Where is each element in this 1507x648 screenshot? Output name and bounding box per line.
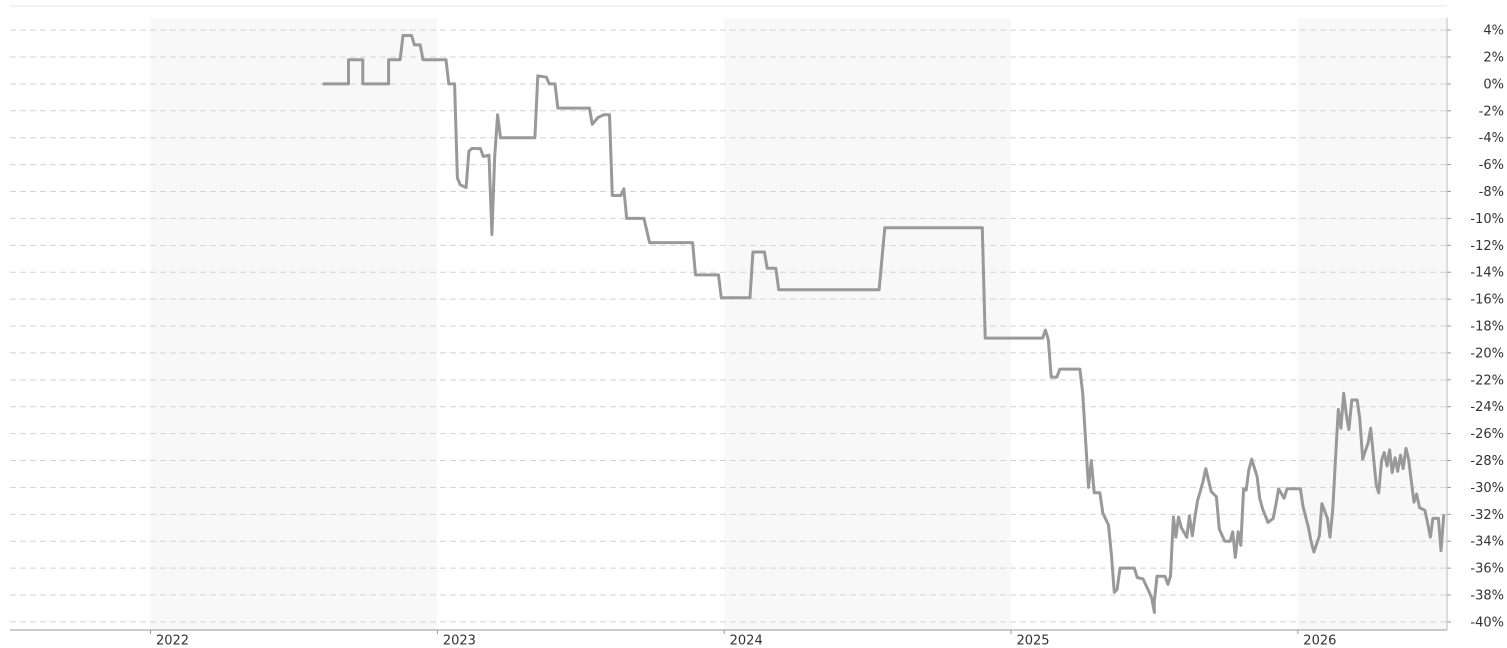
- y-tick-label: -18%: [1470, 320, 1504, 335]
- year-band: [1297, 18, 1447, 630]
- y-tick-label: -22%: [1470, 373, 1504, 388]
- year-band: [724, 18, 1012, 630]
- year-band: [150, 18, 438, 630]
- y-tick-label: -10%: [1470, 212, 1504, 227]
- y-tick-label: -20%: [1470, 346, 1504, 361]
- y-tick-label: -4%: [1479, 131, 1504, 146]
- y-tick-label: 2%: [1483, 51, 1504, 66]
- y-tick-label: -38%: [1470, 589, 1504, 604]
- y-tick-label: -34%: [1470, 535, 1504, 550]
- y-tick-label: -24%: [1470, 400, 1504, 415]
- y-tick-label: 0%: [1483, 77, 1504, 92]
- y-tick-label: -14%: [1470, 266, 1504, 281]
- x-tick-label: 2025: [1016, 634, 1049, 648]
- y-tick-label: -40%: [1470, 615, 1504, 630]
- x-tick-label: 2022: [156, 634, 189, 648]
- x-tick-label: 2026: [1303, 634, 1336, 648]
- y-tick-label: -16%: [1470, 293, 1504, 308]
- y-tick-label: -6%: [1479, 158, 1504, 173]
- x-tick-label: 2024: [730, 634, 763, 648]
- y-tick-label: -26%: [1470, 427, 1504, 442]
- y-tick-label: -30%: [1470, 481, 1504, 496]
- y-tick-label: -36%: [1470, 562, 1504, 577]
- y-tick-label: 4%: [1483, 24, 1504, 39]
- y-tick-label: -32%: [1470, 508, 1504, 523]
- y-tick-label: -8%: [1479, 185, 1504, 200]
- data-line: [322, 34, 1446, 614]
- y-tick-label: -28%: [1470, 454, 1504, 469]
- y-tick-label: -2%: [1479, 104, 1504, 119]
- x-tick-label: 2023: [443, 634, 476, 648]
- y-tick-label: -12%: [1470, 239, 1504, 254]
